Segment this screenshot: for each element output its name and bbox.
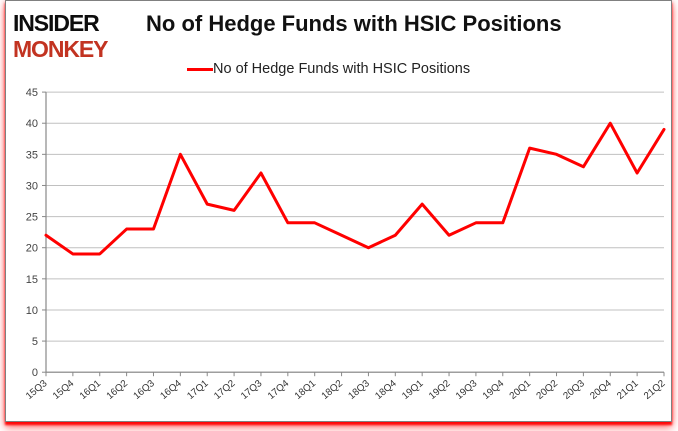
svg-text:20Q1: 20Q1 [508,378,533,402]
svg-text:20: 20 [26,243,38,255]
svg-text:INSIDER: INSIDER [13,10,100,36]
svg-text:19Q2: 19Q2 [427,378,452,402]
svg-text:18Q3: 18Q3 [346,378,372,402]
svg-text:10: 10 [26,305,38,317]
svg-text:17Q1: 17Q1 [185,378,210,402]
svg-text:25: 25 [26,212,38,224]
svg-text:20Q4: 20Q4 [588,378,614,402]
svg-text:20Q3: 20Q3 [561,378,587,402]
svg-text:15Q4: 15Q4 [51,378,77,402]
svg-text:45: 45 [26,88,38,99]
svg-text:19Q1: 19Q1 [400,378,425,402]
svg-text:21Q1: 21Q1 [615,378,640,402]
svg-text:18Q2: 18Q2 [320,378,345,402]
svg-text:16Q2: 16Q2 [105,378,130,402]
svg-text:16Q3: 16Q3 [131,378,157,402]
svg-text:19Q4: 19Q4 [481,378,507,402]
svg-text:16Q4: 16Q4 [158,378,184,402]
svg-text:35: 35 [26,149,38,161]
svg-text:18Q1: 18Q1 [293,378,318,402]
svg-text:21Q2: 21Q2 [642,378,667,402]
svg-text:0: 0 [32,367,38,379]
svg-text:15: 15 [26,274,38,286]
svg-text:15Q3: 15Q3 [24,378,50,402]
svg-text:17Q3: 17Q3 [239,378,265,402]
svg-text:18Q4: 18Q4 [373,378,399,402]
svg-text:17Q4: 17Q4 [266,378,292,402]
svg-text:17Q2: 17Q2 [212,378,237,402]
svg-text:19Q3: 19Q3 [454,378,480,402]
svg-text:30: 30 [26,180,38,192]
svg-text:40: 40 [26,118,38,130]
svg-text:MONKEY: MONKEY [13,36,108,62]
svg-text:16Q1: 16Q1 [78,378,103,402]
svg-text:5: 5 [32,336,38,348]
svg-text:20Q2: 20Q2 [535,378,560,402]
